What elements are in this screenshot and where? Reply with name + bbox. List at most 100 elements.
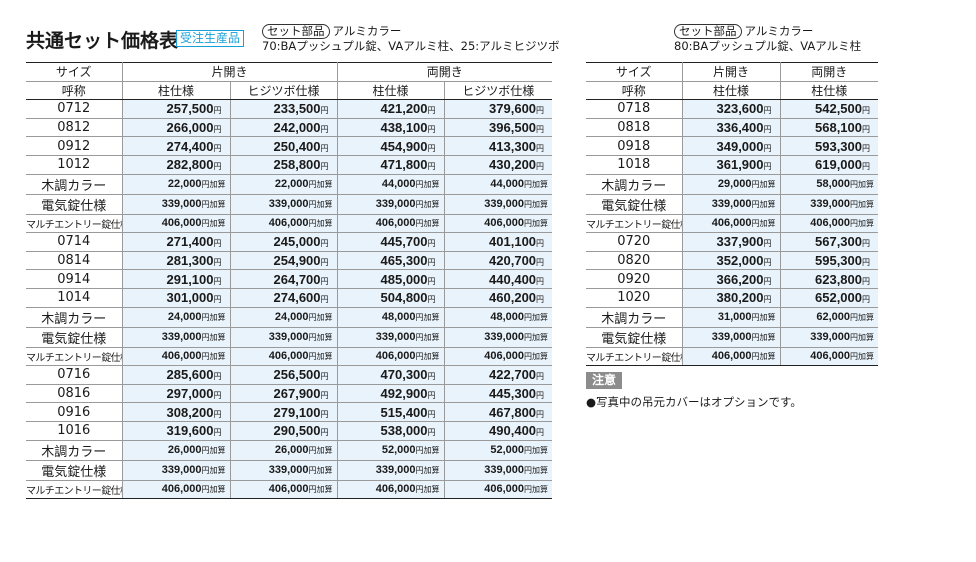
price-cell: 352,000円 — [682, 251, 781, 271]
price-unit: 円加算 — [308, 313, 333, 323]
row-label: マルチエントリー錠仕様 — [26, 214, 123, 234]
price-cell: 339,000円加算 — [682, 194, 781, 215]
row-label: 電気錠仕様 — [586, 194, 683, 215]
price-cell: 542,500円 — [780, 99, 878, 119]
price-cell: 250,400円 — [230, 136, 338, 156]
price-cell: 29,000円加算 — [682, 174, 781, 195]
price-value: 297,000 — [166, 386, 214, 402]
table-row: 1016 319,600円 290,500円 538,000円 490,400円 — [26, 421, 553, 441]
price-value: 48,000 — [381, 311, 416, 324]
price-value: 490,400 — [489, 423, 537, 439]
price-cell: 258,800円 — [230, 155, 338, 175]
price-value: 470,300 — [380, 367, 428, 383]
table-row: 電気錠仕様 339,000円加算 339,000円加算 339,000円加算 339,0… — [26, 327, 553, 348]
price-value: 366,200 — [716, 271, 764, 287]
table-row: 0814 281,300円 254,900円 465,300円 420,700円 — [26, 251, 553, 271]
price-unit: 円 — [213, 125, 222, 135]
price-value: 52,000 — [381, 444, 416, 456]
price-unit: 円 — [320, 276, 329, 286]
row-label: 木調カラー — [586, 307, 683, 328]
price-cell: 24,000円加算 — [230, 307, 338, 328]
table-row: 電気錠仕様 339,000円加算 339,000円加算 339,000円加算 339,0… — [26, 194, 553, 215]
price-unit: 円 — [320, 295, 329, 305]
ryobiraki-header: 両開き — [337, 62, 553, 82]
price-value: 339,000 — [268, 464, 309, 476]
price-value: 339,000 — [711, 331, 752, 344]
price-value: 485,000 — [380, 271, 428, 287]
price-cell: 422,700円 — [444, 365, 553, 385]
price-cell: 406,000円加算 — [444, 480, 553, 500]
price-cell: 254,900円 — [230, 251, 338, 271]
price-value: 413,300 — [489, 138, 537, 154]
price-value: 339,000 — [484, 198, 525, 211]
price-unit: 円加算 — [201, 200, 226, 210]
price-unit: 円 — [763, 125, 772, 135]
price-cell: 339,000円加算 — [444, 194, 553, 215]
table-row: 電気錠仕様 339,000円加算 339,000円加算 — [586, 327, 878, 348]
price-cell: 339,000円加算 — [230, 327, 338, 348]
row-label: 0816 — [26, 384, 123, 404]
price-unit: 円 — [536, 239, 545, 249]
row-label: 1016 — [26, 421, 123, 441]
price-unit: 円加算 — [415, 180, 440, 190]
price-unit: 円加算 — [201, 446, 226, 455]
col-hijitsubo-header: ヒジツボ仕様 — [230, 81, 338, 101]
price-cell: 52,000円加算 — [337, 440, 445, 461]
price-unit: 円加算 — [201, 219, 226, 229]
price-unit: 円 — [213, 276, 222, 286]
price-cell: 339,000円加算 — [337, 460, 445, 481]
price-cell: 22,000円加算 — [122, 174, 231, 195]
price-value: 406,000 — [268, 217, 309, 230]
table-row: 0914 291,100円 264,700円 485,000円 440,400円 — [26, 269, 553, 289]
price-unit: 円加算 — [308, 333, 333, 343]
price-value: 323,600 — [716, 101, 764, 117]
price-value: 339,000 — [268, 331, 309, 344]
price-cell: 257,500円 — [122, 99, 231, 119]
price-value: 62,000 — [816, 311, 850, 324]
price-value: 256,500 — [273, 367, 321, 383]
price-unit: 円 — [862, 295, 870, 305]
price-value: 44,000 — [490, 178, 525, 191]
price-cell: 301,000円 — [122, 288, 231, 308]
page-title: 共通セット価格表 — [26, 30, 179, 52]
price-value: 281,300 — [166, 253, 214, 269]
price-unit: 円 — [536, 125, 545, 135]
price-value: 339,000 — [810, 198, 850, 211]
price-value: 24,000 — [167, 311, 202, 324]
price-value: 445,700 — [380, 234, 428, 250]
price-value: 339,000 — [161, 331, 202, 344]
row-label: マルチエントリー錠仕様 — [586, 347, 683, 367]
table-row: 0720 337,900円 567,300円 — [586, 232, 878, 252]
price-value: 406,000 — [484, 483, 525, 496]
row-label: 電気錠仕様 — [26, 194, 123, 215]
row-label: 1020 — [586, 288, 683, 308]
price-cell: 274,600円 — [230, 288, 338, 308]
price-cell: 339,000円加算 — [682, 327, 781, 348]
price-unit: 円 — [763, 276, 772, 286]
price-value: 250,400 — [273, 138, 321, 154]
row-label: 0818 — [586, 118, 683, 138]
price-unit: 円 — [536, 295, 545, 305]
price-value: 52,000 — [490, 444, 525, 456]
price-unit: 円加算 — [201, 466, 226, 475]
price-cell: 264,700円 — [230, 269, 338, 289]
price-cell: 26,000円加算 — [230, 440, 338, 461]
price-unit: 円加算 — [524, 200, 549, 210]
price-unit: 円 — [427, 428, 436, 438]
price-value: 567,300 — [815, 234, 862, 250]
price-cell: 256,500円 — [230, 365, 338, 385]
price-cell: 266,000円 — [122, 118, 231, 138]
price-unit: 円加算 — [524, 180, 549, 190]
table-row: 0920 366,200円 623,800円 — [586, 269, 878, 289]
price-unit: 円 — [213, 391, 222, 401]
price-cell: 22,000円加算 — [230, 174, 338, 195]
price-unit: 円 — [213, 295, 222, 305]
table-row: 1012 282,800円 258,800円 471,800円 430,200円 — [26, 155, 553, 175]
price-cell: 339,000円加算 — [780, 327, 878, 348]
price-unit: 円 — [320, 428, 329, 438]
price-unit: 円加算 — [751, 352, 776, 362]
price-cell: 366,200円 — [682, 269, 781, 289]
price-cell: 406,000円加算 — [444, 214, 553, 234]
price-value: 406,000 — [268, 350, 309, 363]
price-value: 267,900 — [273, 386, 321, 402]
